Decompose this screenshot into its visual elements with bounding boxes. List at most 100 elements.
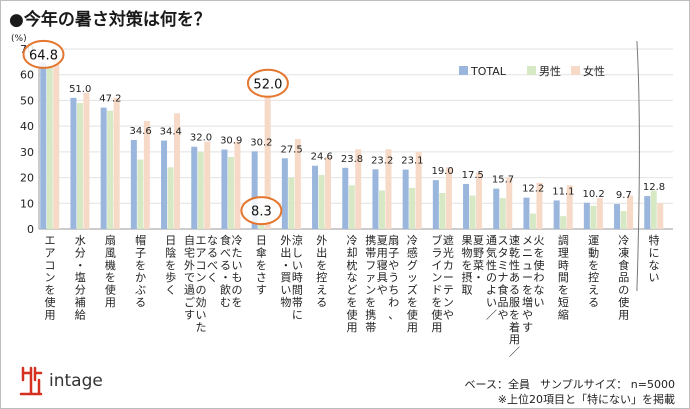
y-tick-label: 0	[27, 223, 34, 236]
callout-label: 52.0	[253, 77, 282, 92]
category-label-13: ブラインドを使用	[431, 233, 442, 334]
bar-TOTAL-5	[191, 146, 198, 229]
data-label: 12.2	[522, 184, 544, 195]
bar-TOTAL-11	[372, 169, 379, 229]
bar-TOTAL-17	[553, 200, 560, 229]
bar-TOTAL-13	[432, 180, 439, 229]
y-tick-label: 40	[20, 120, 34, 133]
category-label-11: 携帯ファンを携帯	[365, 233, 376, 334]
category-label-8: 涼しい時間帯に	[292, 233, 303, 321]
category-label-5: エアコンの効いた	[196, 234, 207, 334]
brand-name: intage	[49, 371, 103, 391]
y-axis-unit: (%)	[11, 34, 27, 44]
y-tick-label: 50	[20, 94, 34, 107]
data-label: 23.2	[371, 155, 393, 166]
bar-女性-6	[234, 141, 241, 229]
bar-男性-4	[167, 167, 174, 229]
category-label-14: 夏野菜・	[473, 234, 484, 284]
bar-女性-0	[53, 56, 60, 229]
category-label-16: メニューを増やす	[522, 234, 533, 334]
bar-TOTAL-14	[463, 184, 470, 229]
bar-男性-17	[560, 216, 567, 229]
data-label: 23.8	[341, 154, 363, 165]
category-label-6: 食べる・飲む	[220, 233, 231, 309]
bar-TOTAL-4	[161, 140, 168, 229]
category-label-11: 夏用寝具や	[377, 234, 388, 297]
legend-swatch-男性	[527, 66, 536, 75]
category-separator	[636, 40, 640, 292]
bar-男性-12	[409, 187, 416, 229]
bar-女性-12	[415, 151, 422, 229]
bar-女性-9	[325, 157, 332, 229]
bar-女性-19	[627, 195, 634, 229]
bar-女性-8	[294, 139, 301, 229]
data-label: 34.4	[160, 127, 182, 138]
bar-女性-14	[476, 172, 483, 229]
bar-TOTAL-15	[493, 188, 500, 229]
bar-女性-17	[566, 185, 573, 229]
category-label-13: 遮光カーテンや	[443, 233, 454, 321]
bar-女性-2	[113, 97, 120, 229]
callout-label: 8.3	[251, 205, 272, 220]
category-label-6: 冷たいものを	[231, 234, 242, 309]
bar-男性-10	[348, 185, 355, 229]
data-label: 27.5	[280, 144, 302, 155]
category-label-8: 外出・買い物	[280, 234, 291, 309]
y-tick-label: 10	[20, 197, 34, 210]
callout-label: 64.8	[29, 48, 58, 63]
page-title: ●今年の暑さ対策は何を？	[9, 10, 211, 30]
base-note: ベース：全員	[464, 378, 530, 391]
data-label: 30.2	[250, 137, 272, 148]
bar-TOTAL-12	[402, 169, 409, 229]
data-label: 34.6	[129, 126, 151, 137]
bar-TOTAL-16	[523, 197, 530, 229]
bar-男性-1	[76, 103, 83, 229]
bar-男性-9	[318, 175, 325, 229]
y-tick-label: 60	[20, 69, 34, 82]
bar-男性-13	[439, 193, 446, 229]
category-label-12: 冷感グッズを使用	[407, 234, 418, 334]
bar-男性-3	[137, 159, 144, 229]
bar-男性-6	[227, 157, 234, 229]
category-label-11: 扇子やうちわ、	[388, 233, 399, 321]
intage-logo-icon	[19, 366, 43, 396]
bar-男性-19	[620, 211, 627, 229]
data-label: 15.7	[492, 175, 514, 186]
data-label: 9.7	[616, 190, 632, 201]
bar-男性-14	[469, 195, 476, 229]
category-label-15: 通気性のよい／	[486, 234, 497, 321]
data-label: 24.6	[311, 152, 333, 163]
bar-男性-5	[197, 151, 204, 229]
footnote: ※上位20項目と「特にない」を掲載	[497, 393, 675, 406]
category-label-3: 帽子をかぶる	[135, 234, 146, 309]
legend-label-女性: 女性	[583, 64, 605, 78]
category-label-2: 扇風機を使用	[105, 233, 116, 309]
bar-TOTAL-3	[130, 140, 137, 229]
bar-女性-20	[657, 203, 664, 229]
category-label-5: なるべく	[207, 234, 218, 284]
category-label-20: 特にない	[649, 233, 660, 284]
category-label-18: 運動を控える	[588, 234, 599, 309]
bar-TOTAL-1	[70, 97, 77, 229]
category-label-9: 外出を控える	[316, 234, 327, 309]
data-label: 11.1	[552, 186, 574, 197]
category-label-0: エアコンを使用	[45, 234, 56, 321]
bar-TOTAL-20	[644, 196, 651, 229]
data-label: 17.5	[462, 170, 484, 181]
bar-TOTAL-6	[221, 149, 228, 229]
data-label: 47.2	[99, 94, 121, 105]
category-label-10: 冷却枕などを使用	[347, 234, 358, 334]
data-label: 23.1	[401, 156, 423, 167]
category-label-15: 速乾性ある服を着用／	[509, 234, 520, 359]
bar-男性-0	[46, 67, 53, 229]
category-label-17: 調理時間を短縮	[558, 233, 569, 321]
bar-TOTAL-2	[100, 107, 107, 229]
bar-男性-2	[107, 110, 114, 229]
category-label-4: 日陰を歩く	[165, 234, 176, 297]
bar-女性-1	[83, 92, 90, 229]
bar-女性-16	[536, 182, 543, 229]
bar-女性-13	[445, 167, 452, 229]
data-label: 30.9	[220, 136, 242, 147]
bar-男性-20	[650, 190, 657, 229]
